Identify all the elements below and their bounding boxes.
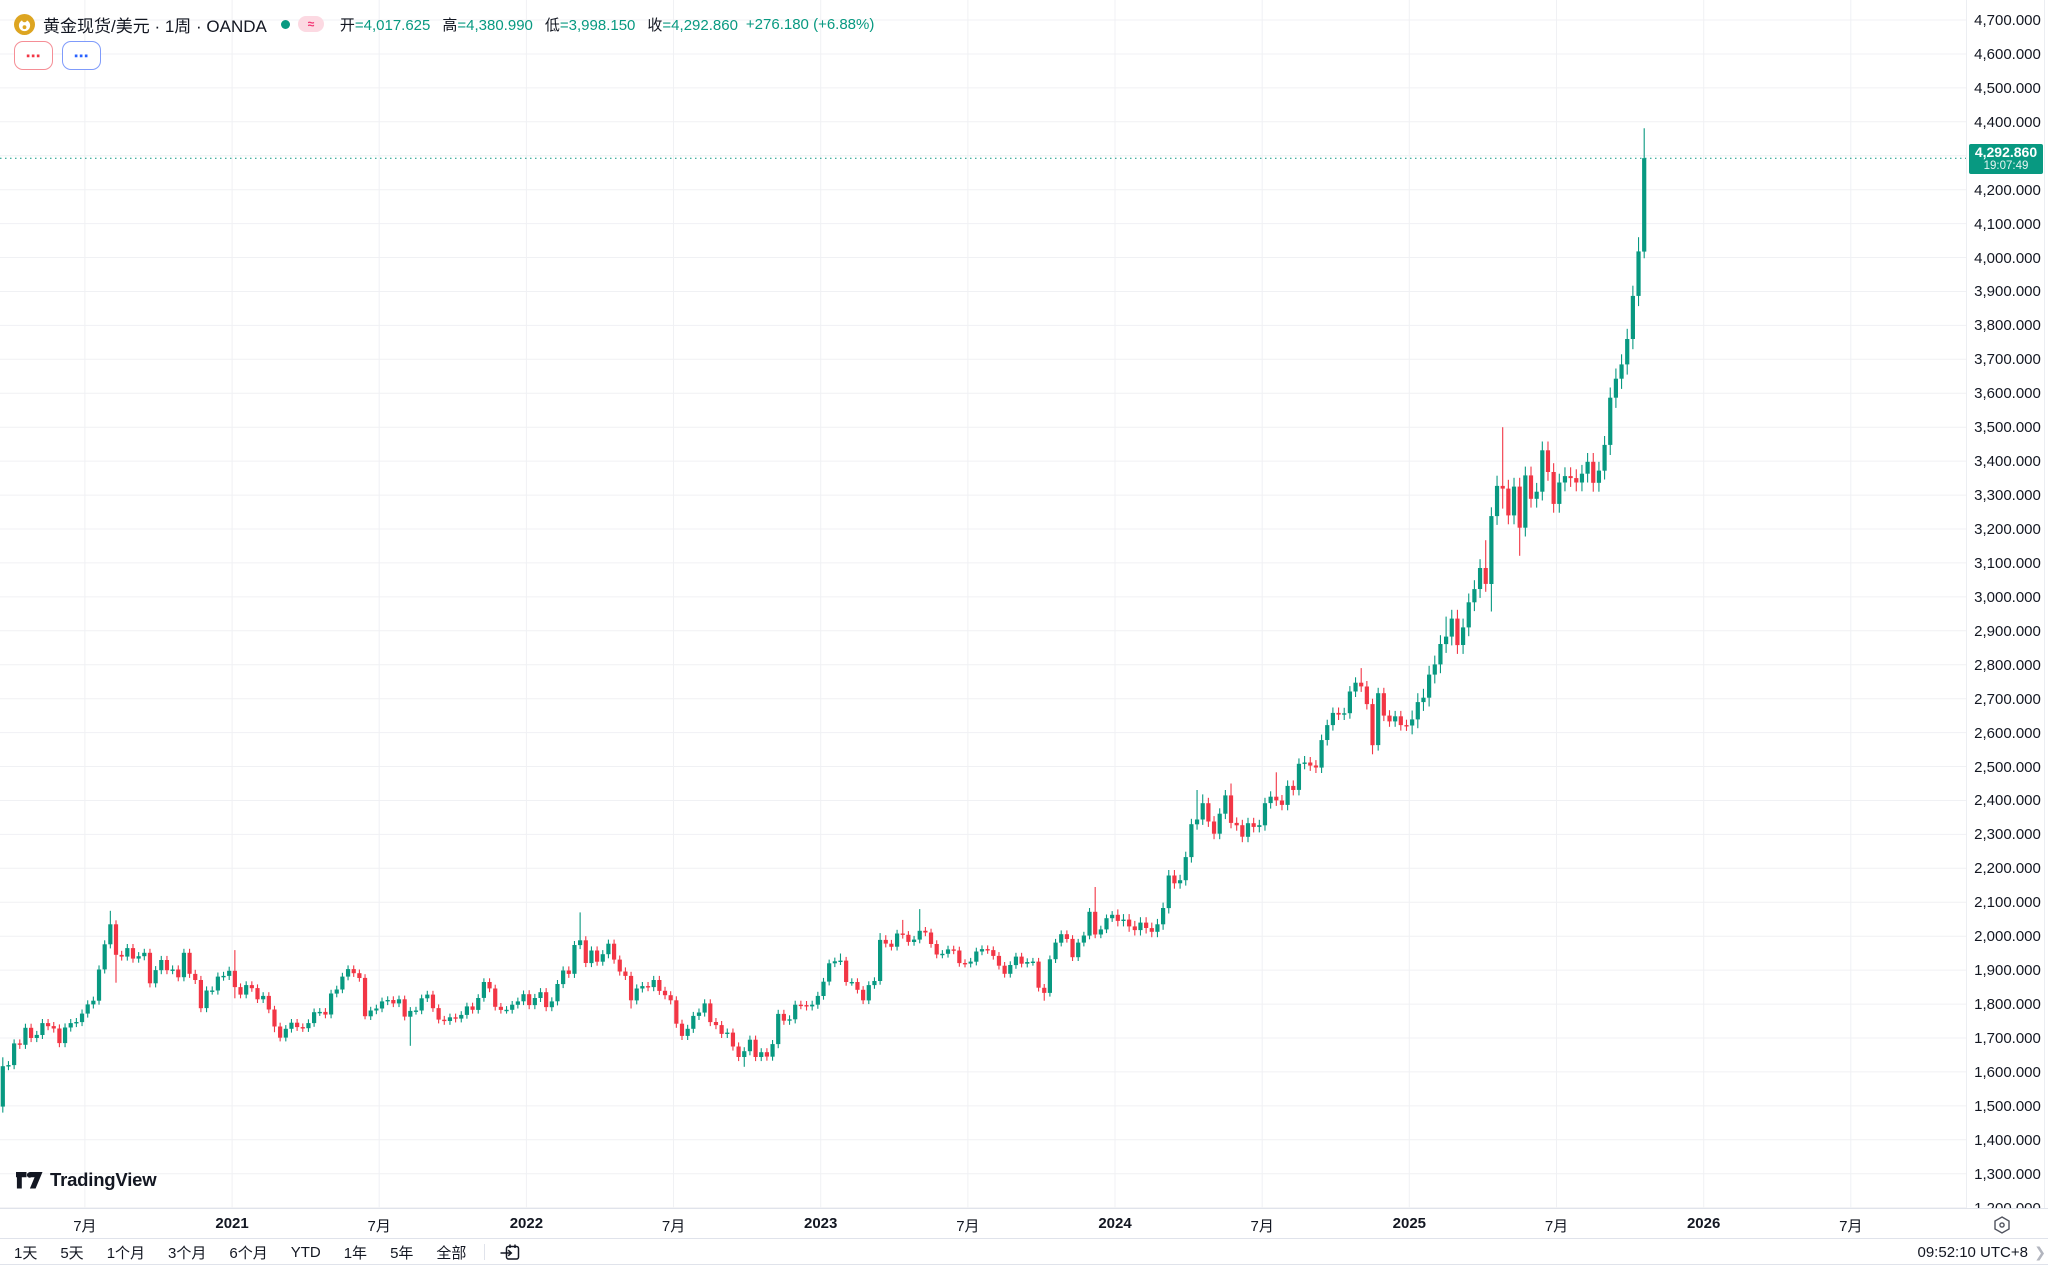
price-tick-label: 2,600.000 [1974, 724, 2041, 742]
oanda-symbol-icon [14, 13, 35, 35]
price-axis-edge-line [2044, 0, 2045, 1208]
price-tick-label: 2,100.000 [1974, 894, 2041, 912]
price-tick-label: 1,800.000 [1974, 996, 2041, 1014]
time-tick-label: 2025 [1392, 1215, 1427, 1232]
price-tick-label: 1,700.000 [1974, 1029, 2041, 1047]
delayed-data-badge[interactable]: ≈ [297, 16, 324, 32]
price-tick-label: 2,700.000 [1974, 690, 2041, 708]
price-tick-label: 1,400.000 [1974, 1131, 2041, 1149]
time-tick-label: 7月 [956, 1218, 980, 1235]
time-axis[interactable]: 7月 2021 7月 2022 7月 2023 7月 2024 7月 2025 7月 2026 7月 [0, 1208, 2048, 1239]
price-tick-label: 4,700.000 [1974, 12, 2041, 30]
price-tick-label: 2,300.000 [1974, 826, 2041, 844]
range-button-1天[interactable]: 1天 [14, 1244, 38, 1262]
time-tick-label: 7月 [1250, 1218, 1274, 1235]
price-tick-label: 3,600.000 [1974, 385, 2041, 403]
symbol-legend: 黄金现货/美元 · 1周 · OANDA ≈ 开=4,017.625 高=4,38… [14, 12, 874, 70]
toolbar-divider [484, 1244, 486, 1260]
time-tick-label: 7月 [661, 1218, 686, 1235]
time-tick-label: 7月 [73, 1218, 97, 1235]
price-tick-label: 3,800.000 [1974, 317, 2041, 335]
candlestick-plot[interactable] [0, 0, 1966, 1208]
range-button-YTD[interactable]: YTD [290, 1243, 321, 1261]
tradingview-mark-icon [16, 1171, 43, 1188]
quick-action-button-blue[interactable]: ⋯ [62, 41, 101, 70]
price-tick-label: 3,000.000 [1974, 588, 2041, 606]
price-tick-label: 2,800.000 [1974, 656, 2041, 674]
price-tick-label: 3,500.000 [1974, 419, 2041, 437]
tradingview-wordmark: TradingView [50, 1169, 157, 1190]
time-tick-label: 2026 [1686, 1215, 1721, 1232]
range-button-1个月[interactable]: 1个月 [106, 1244, 146, 1262]
gear-icon[interactable] [1992, 1215, 2012, 1235]
change-value: +276.180 (+6.88%) [745, 15, 875, 33]
range-button-1年[interactable]: 1年 [343, 1244, 368, 1262]
time-tick-label: 7月 [1839, 1218, 1863, 1235]
price-tick-label: 3,200.000 [1974, 521, 2041, 538]
range-button-6个月[interactable]: 6个月 [229, 1244, 268, 1262]
go-to-date-icon[interactable] [499, 1242, 521, 1262]
price-tick-label: 2,200.000 [1974, 860, 2041, 878]
range-selector: 1天 5天 1个月 3个月 6个月 YTD 1年 5年 全部 [14, 1242, 489, 1263]
range-button-3个月[interactable]: 3个月 [168, 1244, 207, 1262]
price-tick-label: 3,300.000 [1974, 487, 2041, 505]
price-tick-label: 1,300.000 [1974, 1165, 2041, 1183]
price-tick-label: 3,100.000 [1974, 554, 2041, 572]
ohlc-high: 高=4,380.990 [442, 16, 533, 34]
price-tick-label: 3,400.000 [1974, 453, 2041, 471]
panel-expand-chevron-icon[interactable]: ❯ [2034, 1244, 2046, 1260]
quick-buttons-row: ⋯ ⋯ [14, 41, 874, 70]
price-tick-label: 3,700.000 [1974, 351, 2041, 369]
price-tick-label: 4,200.000 [1974, 181, 2041, 199]
time-tick-label: 2023 [804, 1215, 838, 1232]
ohlc-open: 开=4,017.625 [339, 16, 431, 34]
time-tick-label: 2022 [509, 1215, 544, 1232]
price-tick-label: 1,900.000 [1974, 962, 2041, 980]
session-clock[interactable]: 09:52:10 UTC+8 [1917, 1243, 2029, 1261]
price-tick-label: 4,400.000 [1974, 113, 2041, 131]
price-axis[interactable]: 4,292.860 19:07:49 1,200.000 1,300.000 1,4… [1966, 0, 2048, 1208]
last-price-label: 4,292.860 19:07:49 [1969, 144, 2043, 175]
ohlc-close: 收=4,292.860 [647, 16, 738, 34]
last-price-value: 4,292.860 [1974, 144, 2038, 161]
time-tick-label: 2021 [215, 1215, 249, 1232]
price-tick-label: 2,400.000 [1974, 792, 2041, 810]
price-tick-label: 4,100.000 [1974, 215, 2041, 233]
price-tick-label: 1,600.000 [1974, 1063, 2041, 1081]
tradingview-logo[interactable]: TradingView [16, 1169, 157, 1191]
range-button-5年[interactable]: 5年 [390, 1244, 414, 1262]
price-tick-label: 1,200.000 [1967, 1200, 2048, 1208]
range-button-全部[interactable]: 全部 [436, 1244, 467, 1262]
range-button-5天[interactable]: 5天 [60, 1244, 84, 1262]
quick-action-button-red[interactable]: ⋯ [14, 41, 53, 70]
price-tick-label: 3,900.000 [1974, 283, 2041, 301]
time-tick-label: 7月 [1544, 1218, 1569, 1235]
symbol-title[interactable]: 黄金现货/美元 · 1周 · OANDA [43, 16, 267, 36]
time-tick-label: 7月 [367, 1218, 391, 1235]
bar-close-countdown: 19:07:49 [1983, 160, 2029, 173]
ohlc-low: 低=3,998.150 [544, 16, 636, 34]
price-tick-label: 1,500.000 [1974, 1097, 2041, 1115]
time-tick-label: 2024 [1098, 1215, 1132, 1232]
price-tick-label: 4,600.000 [1974, 45, 2041, 63]
ohlc-values: 开=4,017.625 高=4,380.990 低=3,998.150 收=4,292… [340, 14, 738, 35]
price-tick-label: 2,900.000 [1974, 622, 2041, 640]
price-tick-label: 2,500.000 [1974, 758, 2041, 776]
bottom-toolbar: 1天 5天 1个月 3个月 6个月 YTD 1年 5年 全部 09:52:10 UTC+8 [0, 1240, 2048, 1265]
market-open-status-dot [280, 19, 290, 29]
price-tick-label: 2,000.000 [1974, 928, 2041, 946]
price-tick-label: 4,000.000 [1974, 249, 2041, 267]
price-tick-label: 4,500.000 [1974, 79, 2041, 97]
